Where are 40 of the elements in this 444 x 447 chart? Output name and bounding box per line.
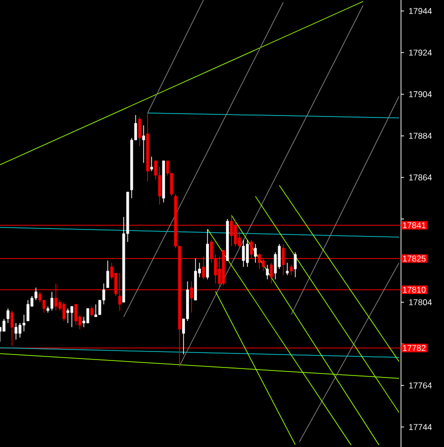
candlestick [70, 306, 74, 328]
candlestick [266, 264, 269, 280]
candlestick [90, 306, 94, 318]
y-tick-label: 17904 [409, 91, 432, 98]
y-tick-label: 17804 [409, 299, 432, 306]
ref-line-label: 17810 [403, 286, 426, 293]
candlestick [66, 308, 70, 324]
y-tick-label: 17944 [409, 8, 432, 14]
candlestick [286, 262, 289, 276]
candlestick [278, 244, 281, 270]
candlestick [2, 318, 6, 332]
ref-line-label: 17841 [403, 222, 426, 228]
candlestick [74, 304, 78, 326]
candlestick [246, 239, 249, 268]
candlestick [270, 262, 273, 284]
candlestick [18, 322, 22, 338]
y-tick-label: 17924 [409, 50, 432, 56]
candlestick [106, 260, 110, 288]
candlestick [26, 300, 30, 322]
candlestick [290, 264, 293, 276]
y-tick-label: 17884 [409, 132, 432, 139]
ref-line-label: 17782 [403, 345, 426, 351]
candlestick [22, 314, 26, 332]
candlestick [254, 244, 257, 264]
ref-line-label: 17825 [403, 256, 426, 262]
candlestick [94, 304, 98, 318]
y-tick-label: 17744 [409, 424, 432, 430]
candlestick [50, 291, 54, 311]
candlestick [142, 125, 146, 164]
candlestick [62, 302, 66, 322]
candlestick [138, 116, 142, 147]
candlestick [6, 308, 10, 324]
y-tick-label: 17764 [409, 382, 432, 388]
candlestick [10, 310, 14, 346]
candlestick [14, 322, 18, 340]
candlestick [86, 308, 90, 324]
y-tick-label: 17864 [409, 174, 432, 180]
candlestick [242, 239, 245, 268]
candlestick [150, 156, 154, 172]
candlestick [294, 252, 297, 278]
